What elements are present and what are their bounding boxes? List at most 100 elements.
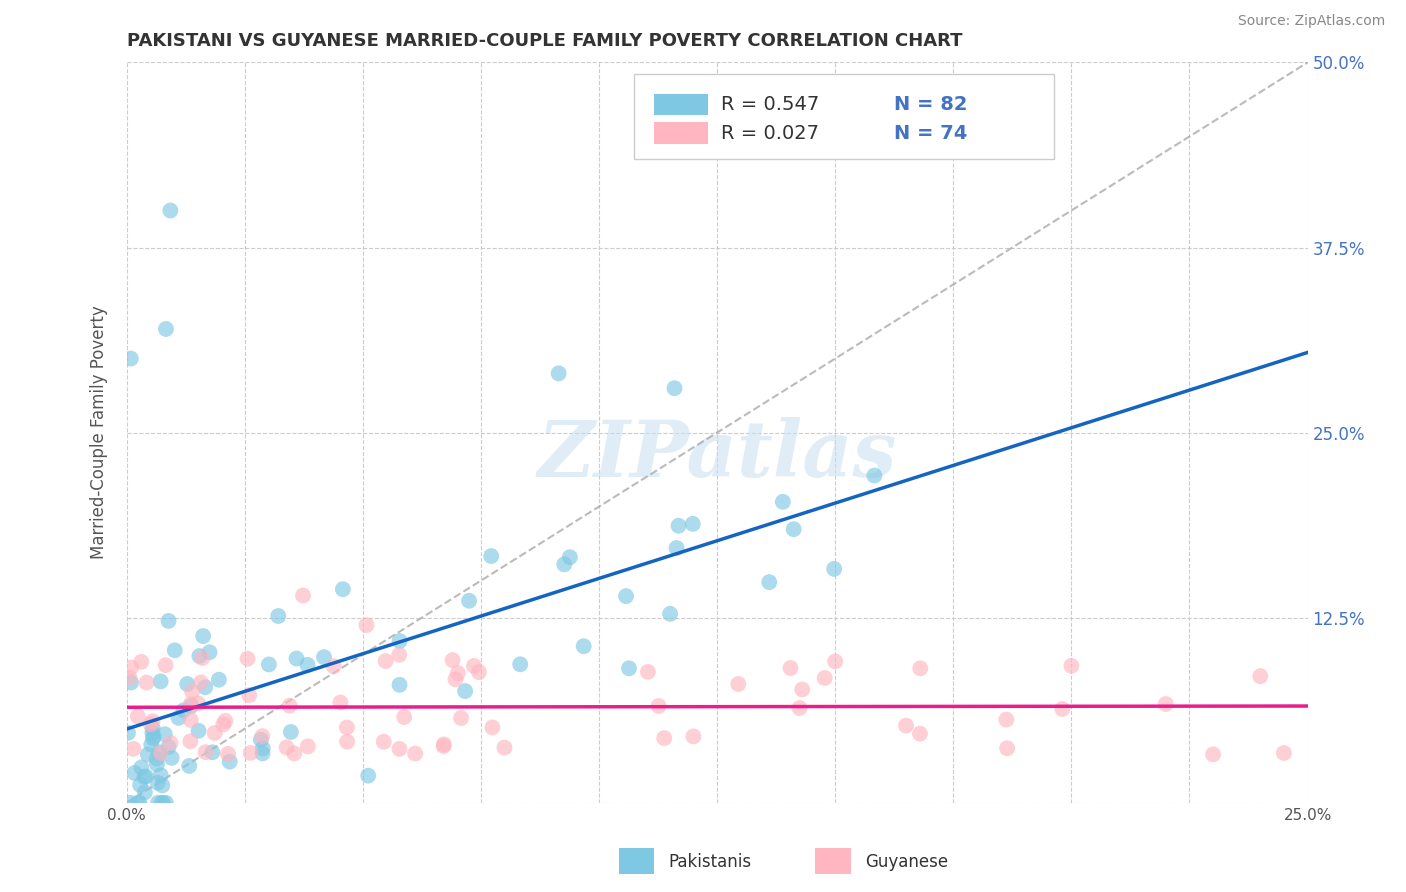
Point — [122, 741, 145, 756]
Point — [558, 550, 581, 565]
Point — [388, 678, 411, 692]
Point — [149, 674, 172, 689]
Point — [547, 367, 569, 381]
Point — [146, 775, 169, 789]
Point — [214, 714, 236, 728]
Point — [128, 796, 150, 810]
Point — [155, 658, 177, 673]
Point — [155, 322, 177, 336]
Point — [1202, 747, 1225, 762]
Point — [194, 680, 217, 694]
Text: R = 0.547: R = 0.547 — [721, 95, 818, 114]
Point — [454, 684, 477, 698]
Point — [388, 634, 411, 648]
Point — [135, 675, 157, 690]
Point — [329, 696, 352, 710]
Point — [120, 351, 142, 366]
Point — [191, 629, 214, 643]
Point — [789, 701, 811, 715]
Point — [509, 657, 531, 672]
Point — [173, 703, 195, 717]
Point — [153, 727, 176, 741]
Text: ZIPatlas: ZIPatlas — [537, 417, 897, 493]
FancyBboxPatch shape — [654, 94, 707, 115]
Point — [190, 675, 212, 690]
Point — [1060, 658, 1083, 673]
Point — [217, 747, 239, 761]
Point — [238, 688, 260, 702]
Point — [180, 697, 202, 711]
Point — [129, 655, 152, 669]
Point — [142, 730, 165, 744]
Point — [267, 609, 290, 624]
Point — [823, 562, 845, 576]
Point — [179, 734, 201, 748]
Point — [252, 741, 274, 756]
Point — [792, 682, 814, 697]
Point — [727, 677, 749, 691]
Point — [188, 648, 211, 663]
Point — [468, 665, 491, 679]
Point — [392, 710, 415, 724]
Text: PAKISTANI VS GUYANESE MARRIED-COUPLE FAMILY POVERTY CORRELATION CHART: PAKISTANI VS GUYANESE MARRIED-COUPLE FAM… — [127, 32, 962, 50]
Point — [783, 522, 806, 536]
Point — [894, 718, 917, 732]
Point — [194, 745, 217, 759]
Point — [682, 730, 704, 744]
Point — [617, 661, 640, 675]
Point — [146, 796, 169, 810]
Text: N = 74: N = 74 — [894, 124, 967, 143]
Point — [176, 677, 198, 691]
Text: N = 82: N = 82 — [894, 95, 967, 114]
Point — [659, 607, 682, 621]
Point — [1052, 702, 1074, 716]
Point — [191, 651, 214, 665]
Point — [257, 657, 280, 672]
Point — [373, 735, 395, 749]
Point — [131, 760, 153, 774]
Point — [127, 796, 149, 810]
Point — [155, 796, 177, 810]
Text: Pakistanis: Pakistanis — [668, 853, 751, 871]
Point — [163, 643, 186, 657]
Point — [285, 651, 308, 665]
Point — [433, 739, 456, 753]
Point — [212, 717, 235, 731]
Point — [450, 711, 472, 725]
Point — [180, 699, 202, 714]
Point — [908, 727, 931, 741]
Point — [863, 468, 886, 483]
Point — [117, 726, 139, 740]
Point — [668, 518, 690, 533]
Point — [332, 582, 354, 597]
Point — [208, 673, 231, 687]
Point — [218, 755, 240, 769]
Point — [297, 739, 319, 754]
Point — [572, 639, 595, 653]
Y-axis label: Married-Couple Family Poverty: Married-Couple Family Poverty — [90, 306, 108, 559]
Point — [647, 699, 669, 714]
Point — [374, 654, 396, 668]
Point — [118, 671, 141, 685]
Point — [479, 549, 502, 563]
Point — [139, 717, 162, 731]
Point — [134, 770, 156, 784]
Point — [433, 738, 456, 752]
Point — [239, 746, 262, 760]
Point — [297, 657, 319, 672]
Text: Guyanese: Guyanese — [865, 853, 948, 871]
Point — [447, 666, 470, 681]
Point — [553, 558, 575, 572]
Point — [179, 759, 201, 773]
Point — [910, 661, 932, 675]
Point — [824, 655, 846, 669]
Point — [995, 713, 1018, 727]
Point — [356, 618, 378, 632]
Point — [494, 740, 516, 755]
Point — [250, 732, 273, 747]
Point — [142, 721, 165, 735]
FancyBboxPatch shape — [654, 122, 707, 145]
Point — [312, 650, 335, 665]
Text: R = 0.027: R = 0.027 — [721, 124, 818, 143]
Point — [814, 671, 837, 685]
